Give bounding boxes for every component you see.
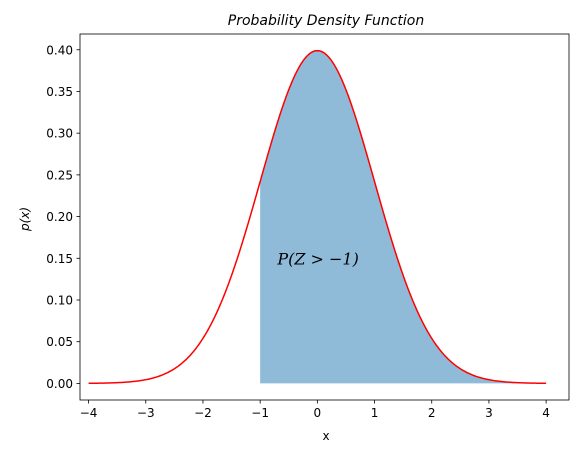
- x-tick-label: 2: [428, 406, 436, 420]
- x-tick-label: 4: [542, 406, 550, 420]
- y-tick-label: 0.25: [46, 168, 73, 182]
- y-tick-label: 0.00: [46, 377, 73, 391]
- y-tick-label: 0.20: [46, 210, 73, 224]
- y-tick-label: 0.15: [46, 252, 73, 266]
- axes: −4 −3 −2 −1 0 1 2 3 4 0.00 0.05 0.10 0.15 0.20 0.25 0.3…: [46, 33, 570, 420]
- x-tick-label: −3: [137, 406, 155, 420]
- x-tick-label: −4: [80, 406, 98, 420]
- shaded-area: [260, 50, 547, 384]
- x-tick-label: 1: [371, 406, 379, 420]
- y-tick-label: 0.30: [46, 127, 73, 141]
- plot-area: [88, 49, 547, 385]
- x-tick-label: −1: [251, 406, 269, 420]
- y-tick-label: 0.40: [46, 43, 73, 57]
- y-tick-label: 0.10: [46, 293, 73, 307]
- y-axis-label: p(x): [18, 207, 32, 232]
- pdf-curve: [88, 49, 547, 385]
- x-tick-label: −2: [194, 406, 212, 420]
- probability-annotation: P(Z > −1): [276, 249, 359, 268]
- x-tick-label: 3: [485, 406, 493, 420]
- y-tick-label: 0.05: [46, 335, 73, 349]
- axes-frame: [79, 33, 570, 401]
- x-tick-label: 0: [314, 406, 322, 420]
- x-axis-label: x: [322, 429, 329, 443]
- y-tick-label: 0.35: [46, 85, 73, 99]
- chart-title: Probability Density Function: [228, 13, 424, 29]
